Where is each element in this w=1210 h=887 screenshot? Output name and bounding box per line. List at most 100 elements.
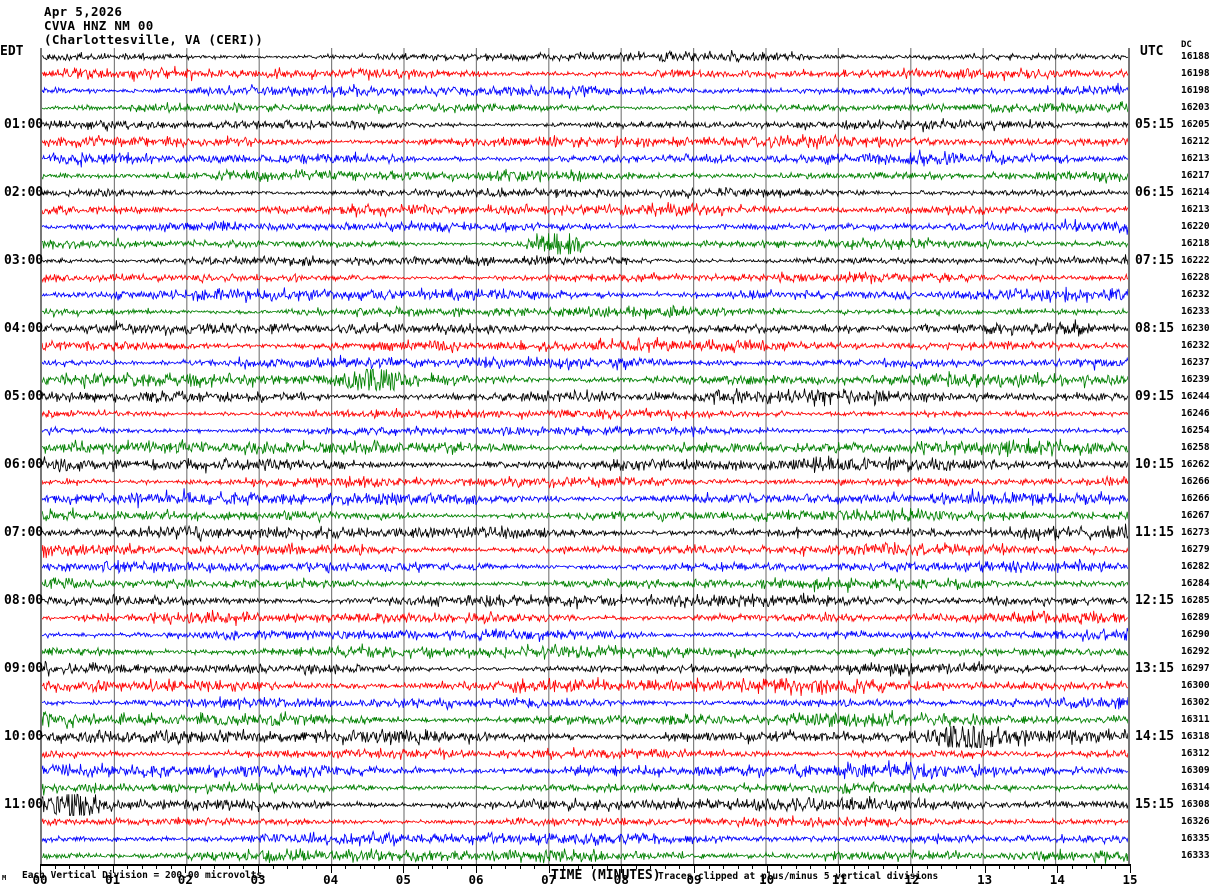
time-label-right-1015: 10:15 — [1135, 456, 1175, 472]
trace-8 — [42, 186, 1128, 199]
x-axis-title: TIME (MINUTES) — [551, 868, 661, 883]
clip-note: Traces clipped at plus/minus 5 vertical … — [658, 871, 939, 882]
dc-value: 16244 — [1181, 390, 1210, 402]
dc-value: 16266 — [1181, 492, 1210, 504]
header-date: Apr 5,2026 — [44, 4, 123, 19]
trace-10 — [42, 218, 1128, 235]
dc-value: 16335 — [1181, 832, 1210, 844]
x-tick-label-05: 05 — [395, 872, 411, 887]
x-tick-minor — [505, 864, 507, 869]
dc-value: 16246 — [1181, 407, 1210, 419]
dc-value: 16289 — [1181, 611, 1210, 623]
dc-value: 16290 — [1181, 628, 1210, 640]
trace-29 — [42, 541, 1128, 559]
trace-38 — [42, 696, 1128, 711]
trace-32 — [42, 592, 1128, 610]
time-label-left-0600: 06:00 — [4, 456, 44, 472]
dc-value: 16266 — [1181, 475, 1210, 487]
x-tick-minor — [1086, 864, 1088, 869]
x-tick-label-01: 01 — [105, 872, 121, 887]
x-tick-minor — [1028, 864, 1030, 869]
x-tick-minor — [214, 864, 216, 869]
time-label-right-1115: 11:15 — [1135, 524, 1175, 540]
left-timezone-label: EDT — [0, 44, 24, 59]
trace-15 — [42, 304, 1128, 320]
x-tick-minor — [170, 864, 172, 869]
x-tick-major — [839, 864, 841, 873]
trace-41 — [42, 746, 1128, 760]
time-label-left-0300: 03:00 — [4, 252, 44, 268]
x-tick-minor — [156, 864, 158, 869]
trace-2 — [42, 82, 1128, 99]
trace-30 — [42, 558, 1128, 575]
x-tick-minor — [301, 864, 303, 869]
trace-47 — [42, 848, 1128, 864]
trace-1 — [42, 65, 1128, 82]
x-tick-label-11: 11 — [831, 872, 847, 887]
x-tick-minor — [359, 864, 361, 869]
dc-value: 16273 — [1181, 526, 1210, 538]
dc-value: 16232 — [1181, 288, 1210, 300]
trace-28 — [42, 523, 1128, 543]
trace-13 — [42, 271, 1128, 285]
time-label-left-0200: 02:00 — [4, 184, 44, 200]
dc-value: 16232 — [1181, 339, 1210, 351]
trace-17 — [42, 336, 1128, 354]
x-tick-minor — [679, 864, 681, 869]
dc-value: 16205 — [1181, 118, 1210, 130]
dc-value: 16267 — [1181, 509, 1210, 521]
x-tick-major — [112, 864, 114, 873]
seismogram-plot[interactable] — [40, 48, 1130, 864]
x-tick-minor — [970, 864, 972, 869]
time-label-right-1215: 12:15 — [1135, 592, 1175, 608]
dc-value: 16198 — [1181, 84, 1210, 96]
dc-value: 16239 — [1181, 373, 1210, 385]
dc-value: 16198 — [1181, 67, 1210, 79]
dc-value: 16237 — [1181, 356, 1210, 368]
x-tick-minor — [374, 864, 376, 869]
x-tick-label-06: 06 — [468, 872, 484, 887]
x-tick-minor — [999, 864, 1001, 869]
trace-33 — [42, 609, 1128, 627]
x-tick-minor — [519, 864, 521, 869]
dc-value: 16279 — [1181, 543, 1210, 555]
dc-value: 16333 — [1181, 849, 1210, 861]
x-axis-line — [40, 864, 1130, 866]
dc-value: 16326 — [1181, 815, 1210, 827]
x-tick-minor — [417, 864, 419, 869]
x-tick-minor — [461, 864, 463, 869]
x-tick-minor — [824, 864, 826, 869]
dc-value: 16233 — [1181, 305, 1210, 317]
corner-mark: M — [2, 874, 7, 882]
trace-23 — [42, 438, 1128, 458]
trace-26 — [42, 488, 1128, 509]
trace-16 — [42, 319, 1128, 337]
seismogram-canvas — [42, 48, 1128, 864]
x-tick-minor — [1115, 864, 1117, 869]
x-tick-minor — [577, 864, 579, 869]
trace-43 — [42, 780, 1128, 796]
trace-34 — [42, 627, 1128, 642]
x-tick-label-10: 10 — [759, 872, 775, 887]
x-tick-label-04: 04 — [323, 872, 339, 887]
dc-value: 16213 — [1181, 152, 1210, 164]
x-tick-minor — [882, 864, 884, 869]
trace-24 — [42, 455, 1128, 474]
x-tick-minor — [1042, 864, 1044, 869]
time-label-right-0715: 07:15 — [1135, 252, 1175, 268]
x-tick-minor — [127, 864, 129, 869]
x-tick-minor — [98, 864, 100, 869]
trace-27 — [42, 507, 1128, 524]
x-tick-minor — [781, 864, 783, 869]
x-tick-label-00: 00 — [32, 872, 48, 887]
right-timezone-label: UTC — [1140, 44, 1164, 59]
dc-value: 16214 — [1181, 186, 1210, 198]
x-tick-minor — [592, 864, 594, 869]
x-tick-major — [984, 864, 986, 873]
x-tick-minor — [810, 864, 812, 869]
dc-column-header: DC — [1181, 40, 1192, 50]
trace-19 — [42, 368, 1128, 392]
time-label-left-0900: 09:00 — [4, 660, 44, 676]
trace-5 — [42, 133, 1128, 150]
trace-20 — [42, 388, 1128, 407]
